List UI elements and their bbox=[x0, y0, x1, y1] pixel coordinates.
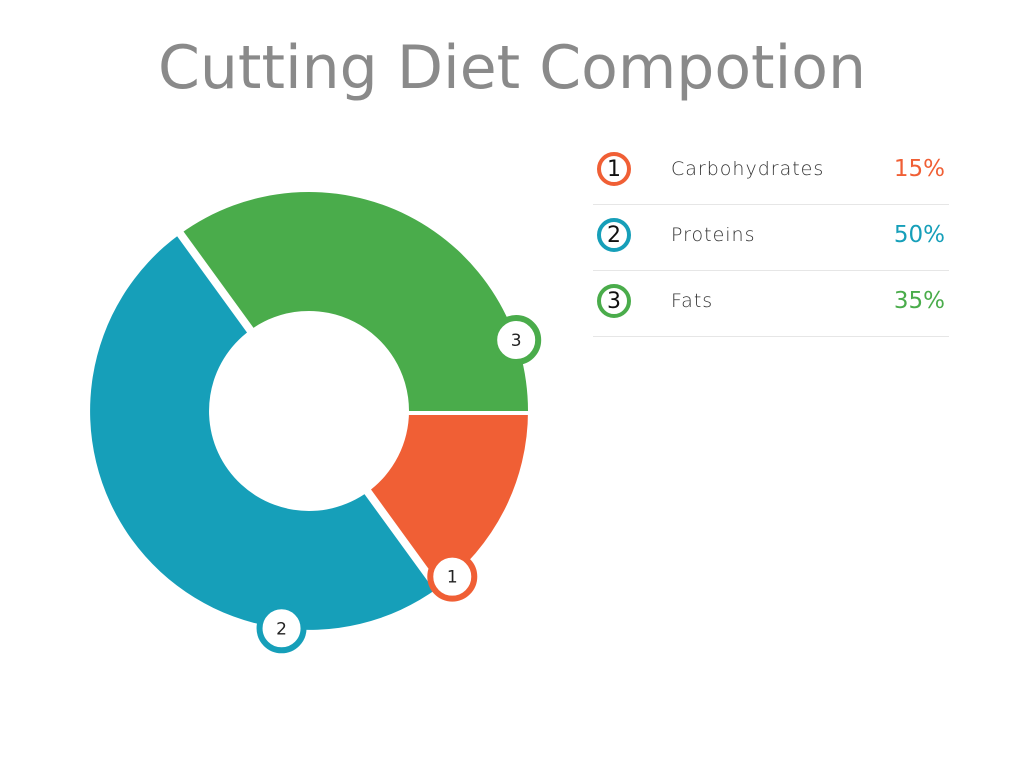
legend-marker: 2 bbox=[597, 218, 631, 252]
legend-label: Fats bbox=[671, 290, 714, 312]
legend-item-proteins: 2 Proteins 50% bbox=[593, 205, 949, 271]
legend-marker: 1 bbox=[597, 152, 631, 186]
donut-slice-fats bbox=[180, 191, 528, 411]
slice-separator bbox=[363, 487, 443, 593]
donut-slice-proteins bbox=[90, 233, 438, 630]
chart-legend: 1 Carbohydrates 15% 2 Proteins 50% 3 Fats 35% bbox=[593, 139, 949, 337]
slice-marker-circle bbox=[491, 315, 542, 366]
slice-marker-label: 2 bbox=[276, 619, 287, 639]
legend-value: 35% bbox=[893, 288, 945, 314]
chart-title: Cutting Diet Compotion bbox=[158, 33, 866, 103]
slice-separator bbox=[175, 229, 255, 335]
slice-marker-2: 2 bbox=[256, 603, 307, 654]
legend-value: 15% bbox=[893, 156, 945, 182]
legend-label: Proteins bbox=[671, 224, 756, 246]
legend-marker: 3 bbox=[597, 284, 631, 318]
legend-item-carbohydrates: 1 Carbohydrates 15% bbox=[593, 139, 949, 205]
slice-marker-circle bbox=[256, 603, 307, 654]
slice-marker-label: 3 bbox=[511, 331, 522, 351]
legend-value: 50% bbox=[893, 222, 945, 248]
slice-marker-label: 1 bbox=[447, 568, 458, 588]
legend-item-fats: 3 Fats 35% bbox=[593, 271, 949, 337]
slice-marker-circle bbox=[427, 551, 478, 602]
slice-marker-1: 1 bbox=[427, 551, 478, 602]
slice-marker-3: 3 bbox=[491, 315, 542, 366]
legend-label: Carbohydrates bbox=[671, 158, 825, 180]
